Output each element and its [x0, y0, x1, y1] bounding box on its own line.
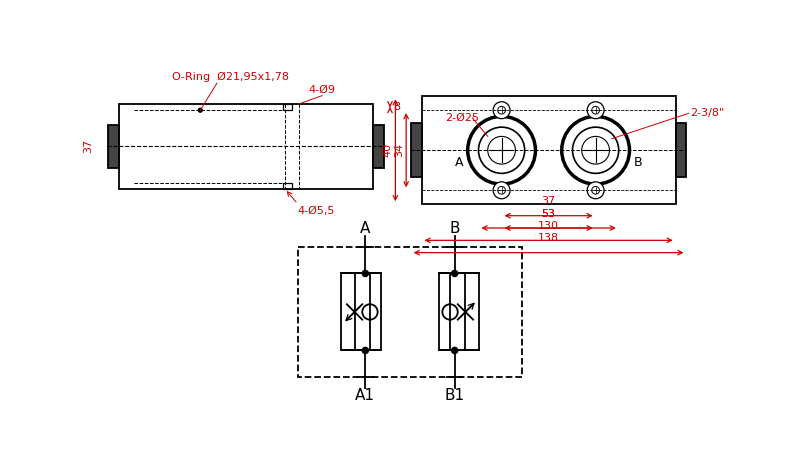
Circle shape [493, 102, 510, 119]
Text: O-Ring  Ø21,95x1,78: O-Ring Ø21,95x1,78 [172, 72, 290, 82]
Circle shape [451, 270, 458, 277]
Bar [373, 125, 384, 167]
Text: B: B [634, 157, 642, 169]
Circle shape [587, 182, 604, 199]
Circle shape [451, 347, 458, 354]
Text: 37: 37 [542, 197, 556, 207]
Text: 53: 53 [542, 209, 555, 219]
Text: 4-Ø9: 4-Ø9 [309, 85, 336, 95]
Bar [341, 274, 381, 351]
Text: 2-3/8": 2-3/8" [690, 108, 725, 118]
Bar [422, 96, 676, 204]
Circle shape [493, 182, 510, 199]
Text: B1: B1 [445, 388, 465, 403]
Text: 130: 130 [538, 221, 559, 231]
Circle shape [587, 102, 604, 119]
Circle shape [362, 270, 369, 277]
Bar [676, 123, 686, 177]
Text: 138: 138 [538, 234, 559, 243]
Bar [410, 123, 422, 177]
Text: 53: 53 [542, 209, 555, 219]
Bar [283, 183, 293, 189]
Bar [108, 125, 119, 167]
Text: A: A [455, 157, 464, 169]
Text: 8: 8 [393, 102, 400, 112]
Text: 4-Ø5,5: 4-Ø5,5 [298, 206, 335, 216]
Text: 40: 40 [382, 143, 392, 157]
Circle shape [362, 347, 369, 354]
Bar [439, 274, 479, 351]
Text: A1: A1 [355, 388, 375, 403]
Circle shape [198, 108, 202, 112]
Text: A: A [360, 220, 370, 236]
Text: 34: 34 [394, 143, 404, 157]
Text: 2-Ø25: 2-Ø25 [445, 113, 478, 123]
Bar [119, 104, 373, 189]
Text: 37: 37 [82, 140, 93, 153]
Bar [283, 104, 293, 110]
Text: B: B [450, 220, 460, 236]
